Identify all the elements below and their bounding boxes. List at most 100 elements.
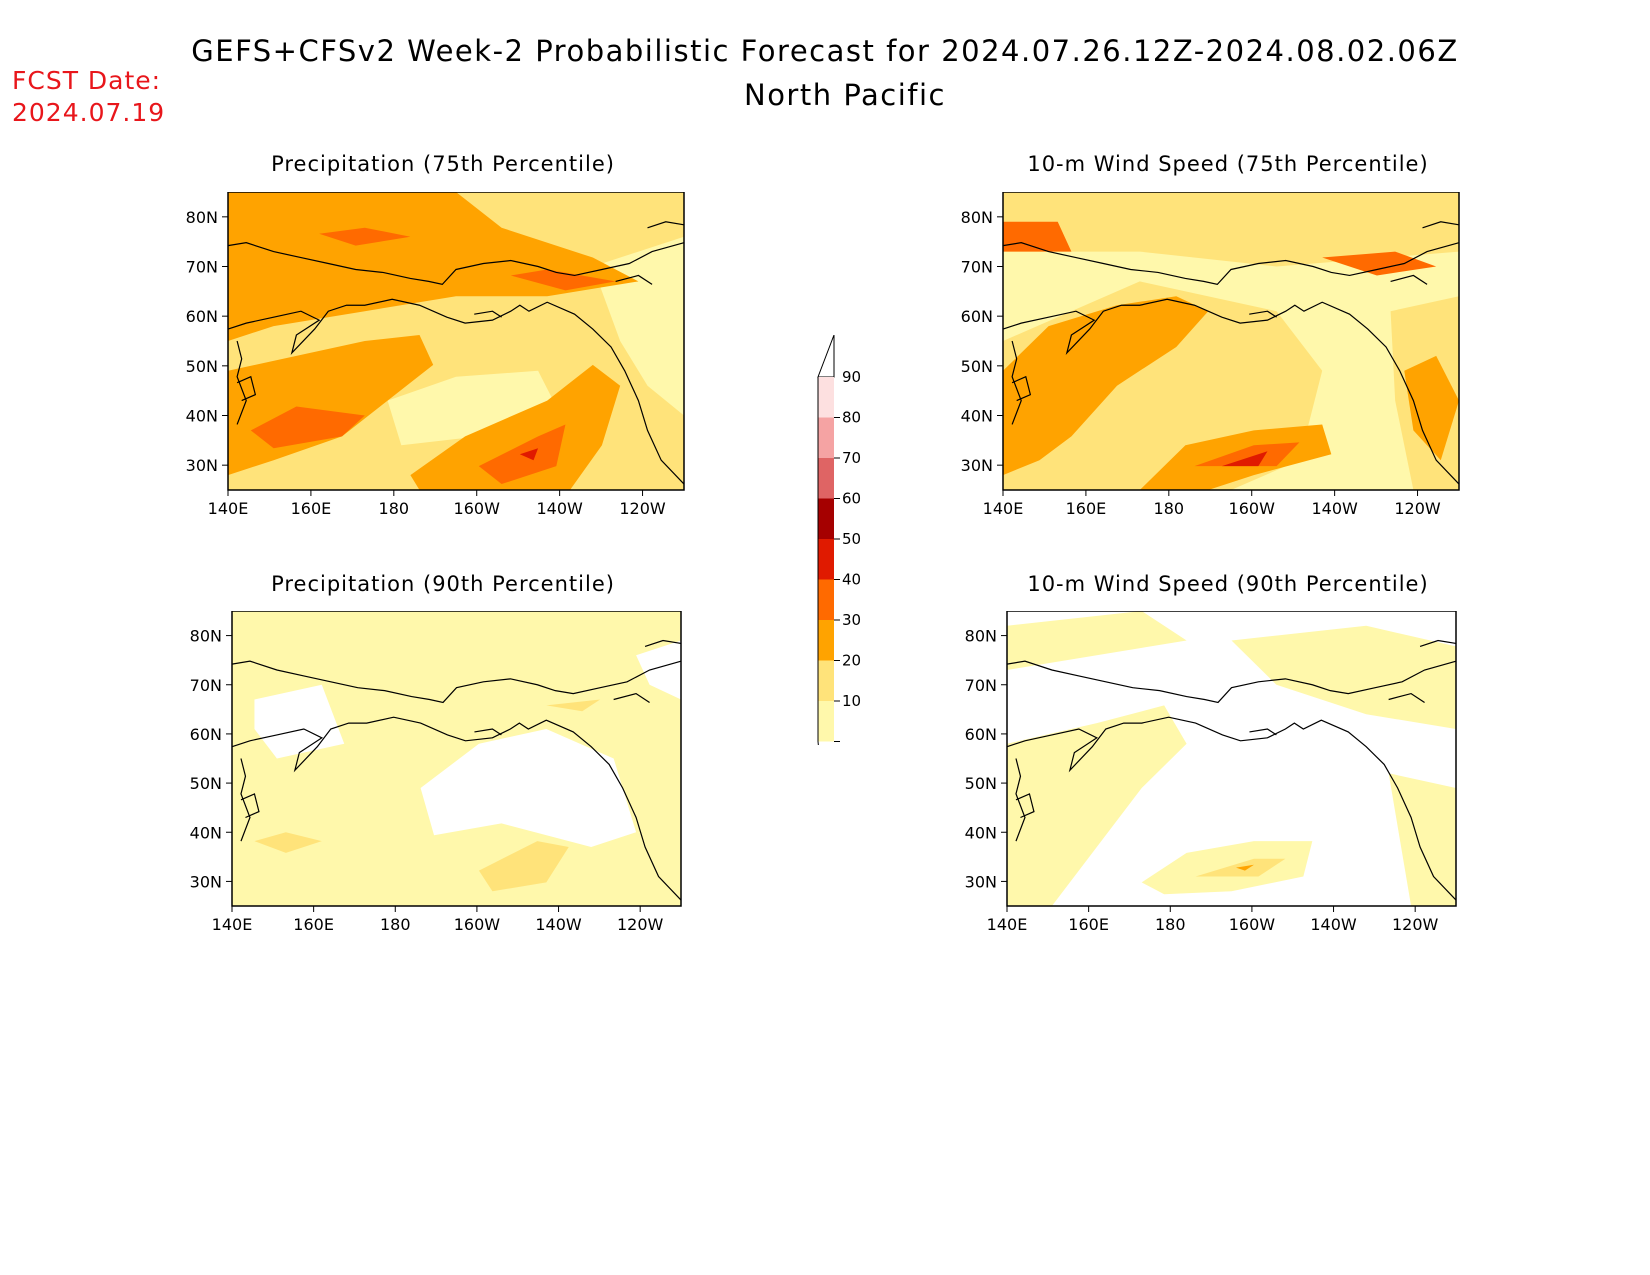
map-precip90: 80N 70N 60N 50N 40N 30N 140E 160E 180 160W 140W 120…	[172, 611, 701, 946]
lon-tick-label: 140E	[212, 915, 253, 934]
coastline	[1012, 377, 1030, 401]
shaded-region-40	[510, 269, 616, 291]
shaded-region-10	[387, 370, 557, 446]
coastline	[1423, 222, 1459, 228]
lat-tick-label: 40N	[190, 823, 222, 842]
lon-tick-label: 180	[1154, 499, 1185, 518]
coastline	[237, 341, 246, 424]
lon-tick-label: 120W	[617, 915, 664, 934]
lon-tick-label: 140E	[987, 915, 1028, 934]
coastline	[1249, 311, 1276, 317]
colorbar-swatch-60	[818, 498, 834, 539]
shaded-region-40	[1194, 442, 1300, 467]
colorbar-label: 40	[842, 571, 861, 589]
lat-tick-label: 70N	[965, 676, 997, 695]
lat-tick-label: 80N	[965, 627, 997, 646]
lat-tick-label: 60N	[190, 725, 222, 744]
colorbar-swatch-30	[818, 620, 834, 661]
colorbar-label: 10	[842, 692, 861, 710]
lon-tick-label: 160W	[1229, 915, 1276, 934]
colorbar-top-cap	[817, 335, 835, 378]
lon-tick-label: 160E	[1066, 499, 1107, 518]
lon-tick-label: 120W	[1392, 915, 1439, 934]
colorbar-swatch-20	[818, 660, 834, 701]
shaded-region-30	[1404, 355, 1459, 461]
colorbar-swatch-10	[818, 701, 834, 742]
colorbar-label: 30	[842, 611, 861, 629]
coastline	[1003, 299, 1459, 484]
colorbar-swatch-90	[818, 377, 834, 418]
lon-tick-label: 160W	[454, 915, 501, 934]
lat-tick-label: 80N	[190, 627, 222, 646]
shaded-region-50	[519, 448, 539, 461]
lat-tick-label: 40N	[965, 823, 997, 842]
coastline	[228, 243, 684, 285]
shaded-region-30	[1235, 864, 1254, 871]
lon-tick-label: 140W	[536, 499, 583, 518]
lat-tick-label: 60N	[961, 307, 993, 326]
coastline	[228, 299, 684, 484]
lat-tick-label: 30N	[186, 456, 218, 475]
lat-tick-label: 70N	[961, 258, 993, 277]
lon-tick-label: 160E	[291, 499, 332, 518]
shaded-region-40	[1322, 251, 1437, 276]
shaded-region-10	[1007, 611, 1187, 670]
coastline	[1391, 275, 1427, 284]
coastline	[241, 794, 259, 818]
shaded-region-20	[478, 841, 569, 892]
coastline	[474, 729, 501, 735]
shaded-region-30	[410, 364, 621, 490]
colorbar-label: 80	[842, 409, 861, 427]
coastline	[1007, 661, 1456, 702]
lat-tick-label: 30N	[961, 456, 993, 475]
shaded-region-20	[546, 699, 601, 712]
shaded-region-_white	[420, 729, 637, 847]
shaded-region-40	[250, 406, 365, 449]
map-frame	[227, 192, 685, 491]
coastline	[474, 311, 501, 317]
fcst-date-value: 2024.07.19	[12, 98, 166, 127]
lon-tick-label: 180	[379, 499, 410, 518]
coastline	[232, 717, 681, 900]
lat-tick-label: 70N	[186, 258, 218, 277]
colorbar-label: 60	[842, 490, 861, 508]
coastline	[1016, 759, 1025, 842]
shaded-region-10	[1007, 705, 1187, 906]
shaded-region-_white	[636, 640, 681, 700]
map-wind90: 80N 70N 60N 50N 40N 30N 140E 160E 180 160W 140W 120…	[947, 611, 1476, 946]
panel-title-precip90: Precipitation (90th Percentile)	[271, 572, 615, 596]
coastline	[614, 694, 650, 703]
lon-tick-label: 160E	[293, 915, 334, 934]
lon-tick-label: 180	[1155, 915, 1186, 934]
colorbar-bottom-cap	[817, 741, 819, 745]
lat-tick-label: 50N	[961, 357, 993, 376]
lon-tick-label: 140E	[208, 499, 249, 518]
coastline	[1389, 694, 1425, 703]
colorbar-swatch-70	[818, 458, 834, 499]
colorbar-swatch-80	[818, 417, 834, 458]
main-title: GEFS+CFSv2 Week-2 Probabilistic Forecast…	[191, 34, 1459, 68]
lon-tick-label: 120W	[1394, 499, 1441, 518]
lon-tick-label: 120W	[619, 499, 666, 518]
lon-tick-label: 180	[380, 915, 411, 934]
shaded-region-40	[319, 227, 411, 246]
panel-title-wind90: 10-m Wind Speed (90th Percentile)	[1027, 572, 1429, 596]
map-wind75: 80N 70N 60N 50N 40N 30N 140E 160E 180 160W 140W 120…	[943, 192, 1479, 530]
lat-tick-label: 80N	[186, 208, 218, 227]
lat-tick-label: 80N	[961, 208, 993, 227]
lon-tick-label: 140W	[1310, 915, 1357, 934]
map-frame	[231, 611, 682, 907]
shaded-region-30	[1003, 296, 1209, 476]
colorbar-label: 20	[842, 652, 861, 670]
coastline	[237, 377, 255, 401]
colorbar-swatch-40	[818, 579, 834, 620]
lon-tick-label: 140W	[1311, 499, 1358, 518]
coastline	[241, 759, 250, 842]
panel-title-wind75: 10-m Wind Speed (75th Percentile)	[1027, 152, 1429, 176]
map-frame	[1002, 192, 1460, 491]
lat-tick-label: 40N	[961, 407, 993, 426]
shaded-region-40	[1003, 221, 1072, 252]
shaded-region-10	[232, 611, 681, 906]
lon-tick-label: 140W	[535, 915, 582, 934]
colorbar-swatch-50	[818, 539, 834, 580]
